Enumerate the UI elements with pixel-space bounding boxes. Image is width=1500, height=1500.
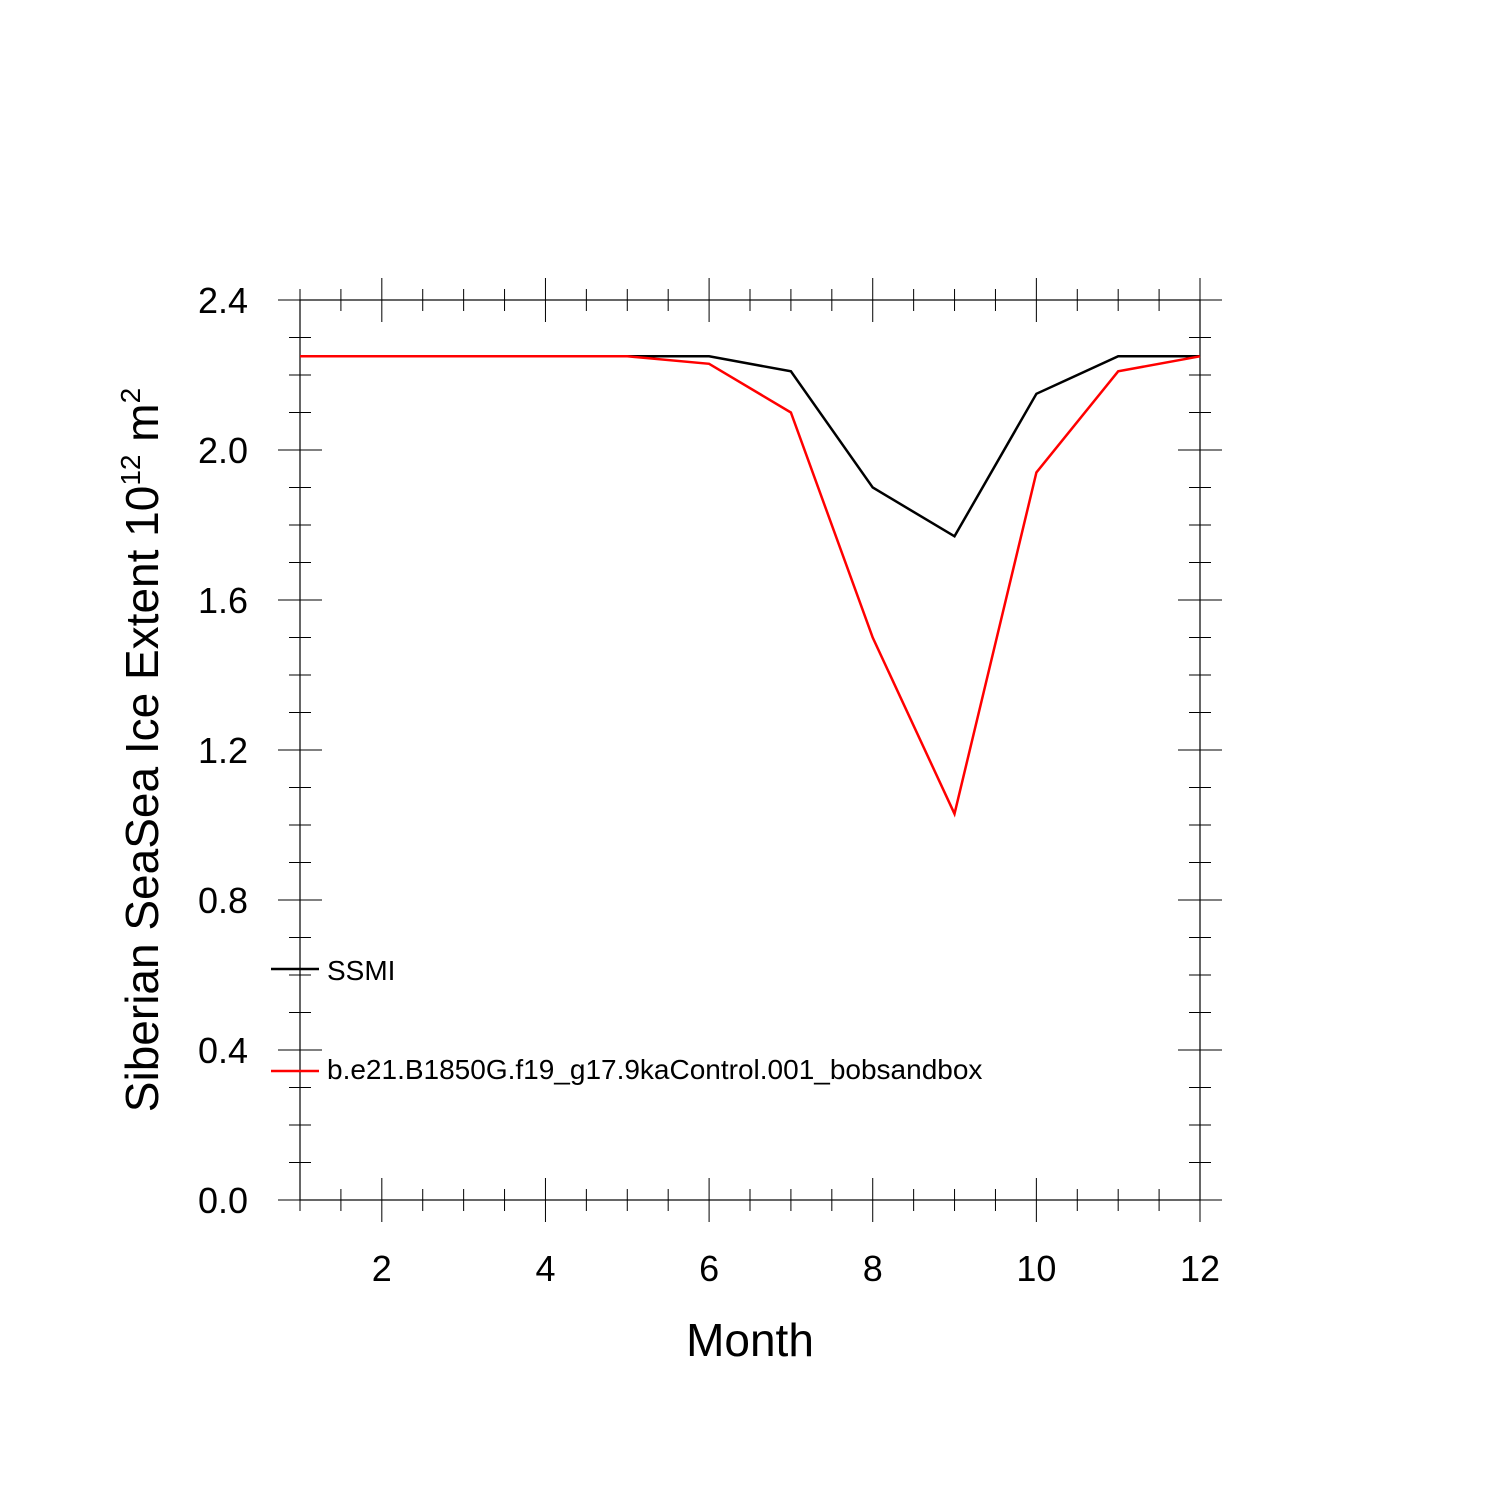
y-tick-label: 2.0 — [198, 430, 248, 471]
x-axis-title: Month — [686, 1314, 814, 1366]
tick-labels: 2 4 6 8 10 12 0.0 0.4 0.8 1.2 1.6 2.0 2.4 — [198, 280, 1220, 1289]
y-tick-label: 0.4 — [198, 1030, 248, 1071]
y-axis-title: Siberian SeaSea Ice Extent 1012 m2 — [115, 388, 168, 1112]
x-tick-label: 4 — [535, 1248, 555, 1289]
x-tick-label: 2 — [372, 1248, 392, 1289]
legend: SSMI b.e21.B1850G.f19_g17.9kaControl.001… — [271, 955, 982, 1085]
series-line-ssmi — [300, 355, 1200, 539]
series-line-model — [300, 355, 1201, 818]
y-axis-title-unit: m — [116, 403, 168, 454]
x-tick-label: 6 — [699, 1248, 719, 1289]
x-tick-label: 10 — [1016, 1248, 1056, 1289]
y-axis-title-unit-exponent: 2 — [115, 388, 146, 404]
y-tick-label: 0.0 — [198, 1180, 248, 1221]
x-tick-label: 12 — [1180, 1248, 1220, 1289]
y-axis-title-text: Siberian SeaSea Ice Extent 10 — [116, 486, 168, 1113]
y-tick-label: 0.8 — [198, 880, 248, 921]
y-tick-label: 2.4 — [198, 280, 248, 321]
y-tick-label: 1.2 — [198, 730, 248, 771]
y-axis-title-exponent: 12 — [115, 455, 146, 486]
legend-label-ssmi: SSMI — [327, 955, 395, 986]
legend-label-model: b.e21.B1850G.f19_g17.9kaControl.001_bobs… — [327, 1054, 982, 1085]
y-tick-label: 1.6 — [198, 580, 248, 621]
series-lines — [300, 355, 1201, 818]
x-tick-label: 8 — [863, 1248, 883, 1289]
axis-ticks — [278, 278, 1222, 1222]
